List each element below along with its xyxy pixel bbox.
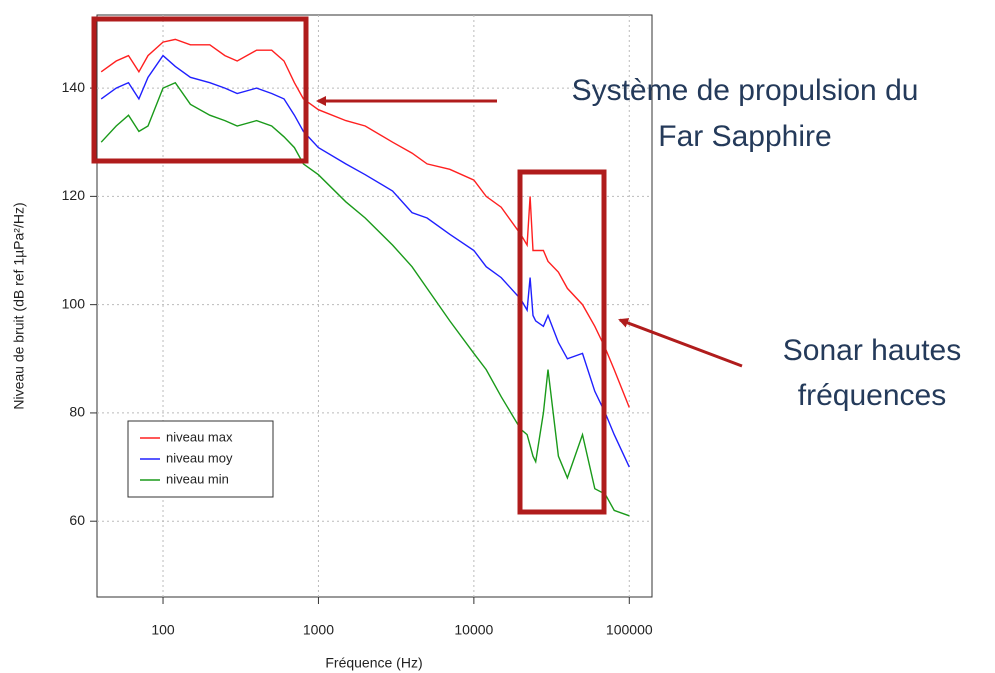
y-tick-label: 80 <box>69 404 85 420</box>
y-axis-label: Niveau de bruit (dB ref 1µPa²/Hz) <box>11 202 27 409</box>
x-tick-label: 10000 <box>454 622 493 638</box>
arrow <box>618 318 743 368</box>
legend-label: niveau max <box>166 429 233 444</box>
annotation: Far Sapphire <box>658 120 831 153</box>
highlight-box <box>91 16 309 164</box>
y-tick-label: 60 <box>69 512 85 528</box>
series-line <box>100 81 630 517</box>
legend-label: niveau min <box>166 471 229 486</box>
plot-frame <box>96 14 653 598</box>
y-tick-label: 140 <box>62 79 86 95</box>
annotation: Système de propulsion du <box>572 74 919 107</box>
series-line <box>100 38 630 408</box>
legend: niveau max niveau moy niveau min <box>140 429 233 486</box>
x-axis-label: Fréquence (Hz) <box>325 655 422 671</box>
y-tick-label: 120 <box>62 187 86 203</box>
annotation: Sonar hautes <box>783 334 961 367</box>
series-line <box>100 54 630 468</box>
lines <box>100 38 630 517</box>
x-tick-label: 1000 <box>303 622 334 638</box>
grid: 100 1000 10000 100000 60 80 100 120 140 <box>62 15 653 638</box>
highlight-box <box>517 169 607 515</box>
x-tick-label: 100000 <box>606 622 653 638</box>
annotation: fréquences <box>798 379 946 412</box>
y-tick-label: 100 <box>62 295 86 311</box>
x-tick-label: 100 <box>151 622 175 638</box>
legend-label: niveau moy <box>166 450 233 465</box>
